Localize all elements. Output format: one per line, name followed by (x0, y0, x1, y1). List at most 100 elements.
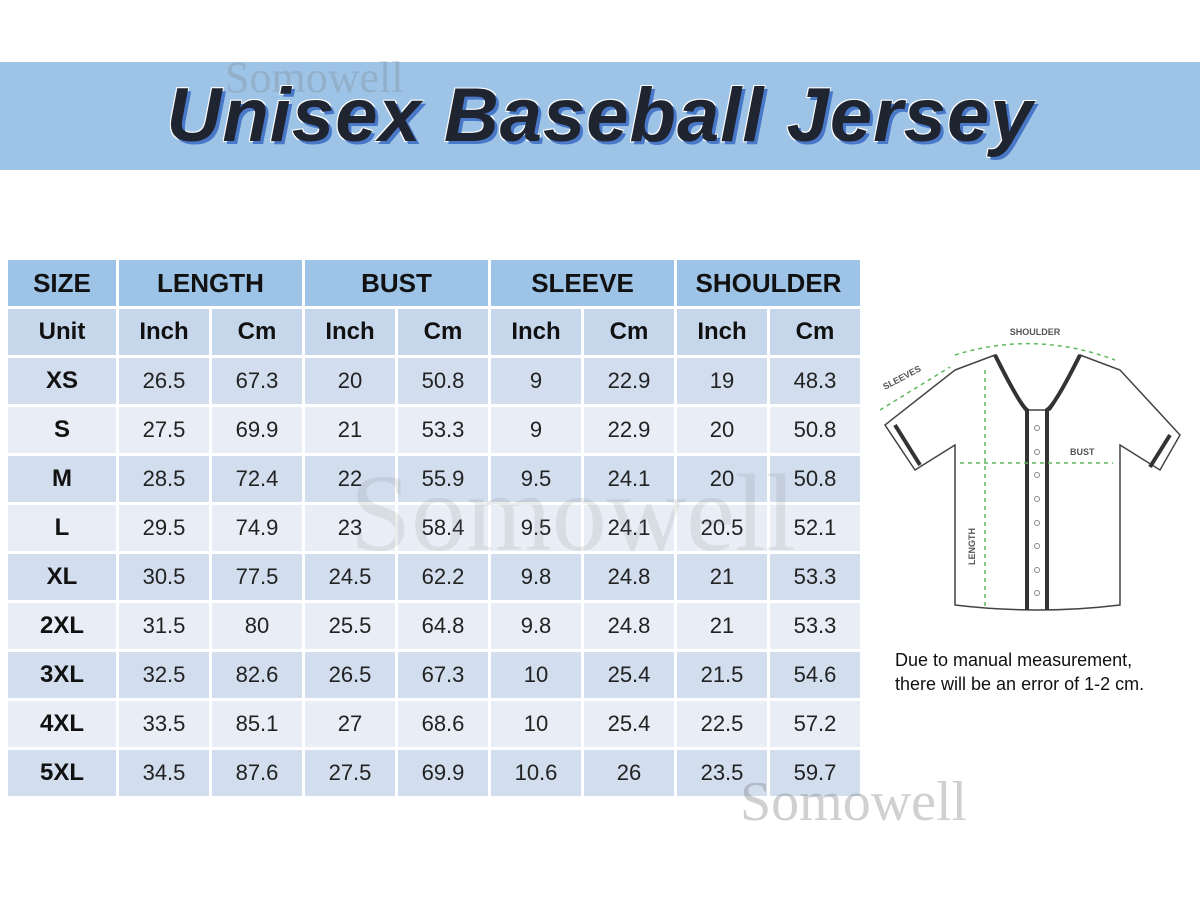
value-cell: 24.1 (584, 456, 674, 502)
value-cell: 25.5 (305, 603, 395, 649)
column-header: LENGTH (119, 260, 302, 306)
value-cell: 72.4 (212, 456, 302, 502)
value-cell: 21 (305, 407, 395, 453)
value-cell: 55.9 (398, 456, 488, 502)
value-cell: 24.5 (305, 554, 395, 600)
value-cell: 34.5 (119, 750, 209, 796)
table-row: XL 30.5 77.5 24.5 62.2 9.8 24.8 21 53.3 (8, 554, 860, 600)
value-cell: 62.2 (398, 554, 488, 600)
size-cell: 2XL (8, 603, 116, 649)
value-cell: 69.9 (398, 750, 488, 796)
value-cell: 21.5 (677, 652, 767, 698)
value-cell: 26.5 (119, 358, 209, 404)
value-cell: 24.8 (584, 603, 674, 649)
unit-cell: Inch (305, 309, 395, 355)
value-cell: 87.6 (212, 750, 302, 796)
value-cell: 74.9 (212, 505, 302, 551)
value-cell: 20 (677, 407, 767, 453)
value-cell: 26.5 (305, 652, 395, 698)
value-cell: 20.5 (677, 505, 767, 551)
size-cell: 3XL (8, 652, 116, 698)
size-cell: S (8, 407, 116, 453)
value-cell: 33.5 (119, 701, 209, 747)
page-title: Unisex Baseball Jersey (166, 73, 1034, 158)
unit-cell: Cm (584, 309, 674, 355)
value-cell: 25.4 (584, 701, 674, 747)
value-cell: 23.5 (677, 750, 767, 796)
value-cell: 27.5 (119, 407, 209, 453)
note-line: there will be an error of 1-2 cm. (895, 674, 1145, 694)
table-row: 4XL 33.5 85.1 27 68.6 10 25.4 22.5 57.2 (8, 701, 860, 747)
value-cell: 21 (677, 603, 767, 649)
value-cell: 9.8 (491, 603, 581, 649)
value-cell: 53.3 (770, 554, 860, 600)
value-cell: 22.9 (584, 407, 674, 453)
column-header: SLEEVE (491, 260, 674, 306)
bust-label: BUST (1070, 447, 1095, 457)
value-cell: 19 (677, 358, 767, 404)
measurement-note: Due to manual measurement, there will be… (895, 648, 1144, 696)
value-cell: 26 (584, 750, 674, 796)
value-cell: 53.3 (770, 603, 860, 649)
value-cell: 22 (305, 456, 395, 502)
value-cell: 10 (491, 652, 581, 698)
size-cell: M (8, 456, 116, 502)
unit-cell: Cm (212, 309, 302, 355)
unit-cell: Inch (491, 309, 581, 355)
sleeve-arrow (879, 366, 951, 411)
table-row: 2XL 31.5 80 25.5 64.8 9.8 24.8 21 53.3 (8, 603, 860, 649)
value-cell: 69.9 (212, 407, 302, 453)
value-cell: 32.5 (119, 652, 209, 698)
value-cell: 67.3 (212, 358, 302, 404)
value-cell: 59.7 (770, 750, 860, 796)
value-cell: 64.8 (398, 603, 488, 649)
table-row: M 28.5 72.4 22 55.9 9.5 24.1 20 50.8 (8, 456, 860, 502)
value-cell: 52.1 (770, 505, 860, 551)
value-cell: 22.5 (677, 701, 767, 747)
value-cell: 23 (305, 505, 395, 551)
jersey-diagram: SHOULDER SLEEVES BUST LENGTH (879, 327, 1181, 611)
value-cell: 68.6 (398, 701, 488, 747)
table-row: L 29.5 74.9 23 58.4 9.5 24.1 20.5 52.1 (8, 505, 860, 551)
column-header: BUST (305, 260, 488, 306)
value-cell: 20 (305, 358, 395, 404)
value-cell: 67.3 (398, 652, 488, 698)
value-cell: 58.4 (398, 505, 488, 551)
value-cell: 9.5 (491, 456, 581, 502)
table-row: 5XL 34.5 87.6 27.5 69.9 10.6 26 23.5 59.7 (8, 750, 860, 796)
unit-cell: Cm (398, 309, 488, 355)
unit-cell: Inch (119, 309, 209, 355)
size-cell: XS (8, 358, 116, 404)
value-cell: 29.5 (119, 505, 209, 551)
value-cell: 9.8 (491, 554, 581, 600)
value-cell: 50.8 (770, 407, 860, 453)
unit-cell: Unit (8, 309, 116, 355)
value-cell: 27 (305, 701, 395, 747)
header-row: SIZE LENGTH BUST SLEEVE SHOULDER (8, 260, 860, 306)
value-cell: 80 (212, 603, 302, 649)
value-cell: 9.5 (491, 505, 581, 551)
value-cell: 53.3 (398, 407, 488, 453)
value-cell: 21 (677, 554, 767, 600)
size-cell: XL (8, 554, 116, 600)
value-cell: 25.4 (584, 652, 674, 698)
value-cell: 57.2 (770, 701, 860, 747)
length-label: LENGTH (967, 528, 977, 565)
value-cell: 22.9 (584, 358, 674, 404)
table-row: 3XL 32.5 82.6 26.5 67.3 10 25.4 21.5 54.6 (8, 652, 860, 698)
shoulder-label: SHOULDER (1010, 327, 1061, 337)
table-row: S 27.5 69.9 21 53.3 9 22.9 20 50.8 (8, 407, 860, 453)
value-cell: 10.6 (491, 750, 581, 796)
jersey-outline (883, 354, 1181, 611)
value-cell: 50.8 (770, 456, 860, 502)
title-band (0, 62, 1200, 170)
value-cell: 9 (491, 407, 581, 453)
value-cell: 24.8 (584, 554, 674, 600)
value-cell: 31.5 (119, 603, 209, 649)
size-cell: 5XL (8, 750, 116, 796)
column-header: SHOULDER (677, 260, 860, 306)
shoulder-arrow (954, 342, 1116, 361)
value-cell: 27.5 (305, 750, 395, 796)
value-cell: 10 (491, 701, 581, 747)
size-cell: L (8, 505, 116, 551)
